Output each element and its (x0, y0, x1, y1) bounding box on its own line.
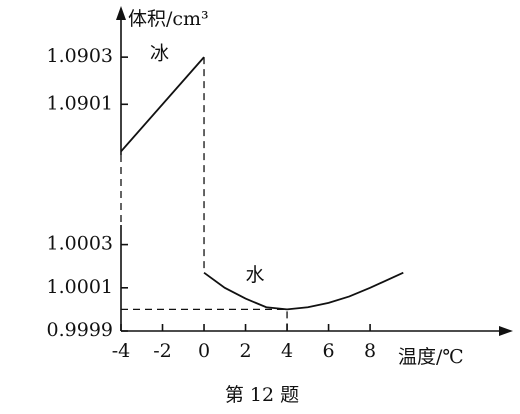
reference-line (121, 308, 288, 331)
x-tick-label: 4 (281, 340, 293, 362)
y-tick-label: 1.0001 (47, 276, 113, 298)
x-tick-label: 6 (323, 340, 335, 362)
line (203, 271, 404, 311)
y-axis-label: 体积/cm³ (128, 8, 209, 30)
y-axis-arrow (116, 6, 126, 20)
line (120, 56, 205, 153)
y-tick-label: 1.0003 (47, 233, 113, 255)
y-tick-label: 0.9999 (47, 319, 113, 341)
x-axis-arrow (499, 326, 513, 336)
x-tick-label: 2 (239, 340, 251, 362)
x-axis-label: 温度/℃ (398, 346, 464, 368)
x-tick-label: 8 (364, 340, 376, 362)
y-tick-label: 1.0901 (47, 92, 113, 114)
series-label: 冰 (150, 43, 169, 65)
x-tick-label: 0 (198, 340, 210, 362)
x-tick-label: -4 (112, 340, 131, 362)
y-tick-label: 1.0903 (47, 45, 113, 67)
x-tick-label: -2 (153, 340, 172, 362)
series-label: 水 (246, 264, 265, 286)
caption: 第 12 题 (225, 384, 299, 406)
